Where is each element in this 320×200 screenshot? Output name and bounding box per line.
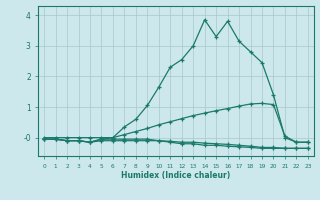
X-axis label: Humidex (Indice chaleur): Humidex (Indice chaleur) [121, 171, 231, 180]
